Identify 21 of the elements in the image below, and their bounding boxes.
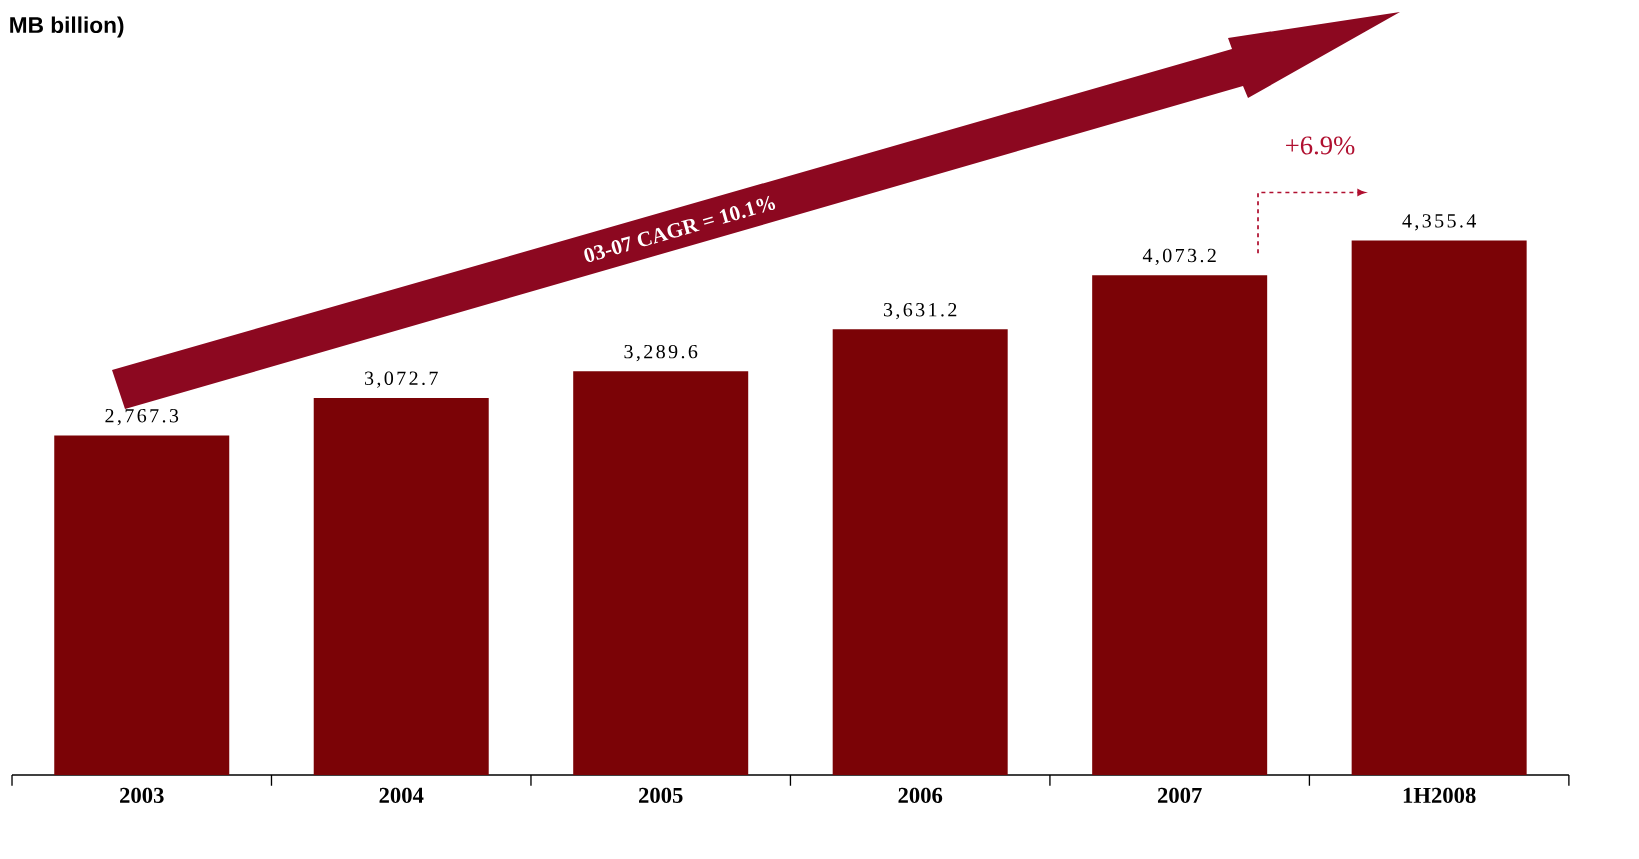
bar [573,371,749,775]
bar [1351,240,1527,775]
x-tick-label: 2004 [379,787,424,803]
data-label: 4,073.2 [1142,248,1216,266]
data-label: 3,289.6 [624,344,698,362]
data-label: 3,072.7 [364,371,438,388]
x-tick-label: 2006 [898,787,943,803]
bar [1092,275,1268,775]
x-tick-label: 2007 [1157,787,1202,803]
chart-title: MB billion) [10,16,124,38]
x-tick-label: 2003 [120,787,164,803]
x-tick-label: 1H2008 [1403,787,1476,803]
data-label: 4,355.4 [1402,214,1477,231]
data-label: 2,767.3 [105,409,179,426]
bar [54,435,230,775]
x-tick-label: 2005 [639,787,683,803]
data-label: 3,631.2 [883,303,957,320]
annotation: 03-07 CAGR = 10.1% [584,195,776,263]
bar [313,397,489,775]
bar [832,329,1008,775]
text: +6.9% [1286,136,1355,155]
